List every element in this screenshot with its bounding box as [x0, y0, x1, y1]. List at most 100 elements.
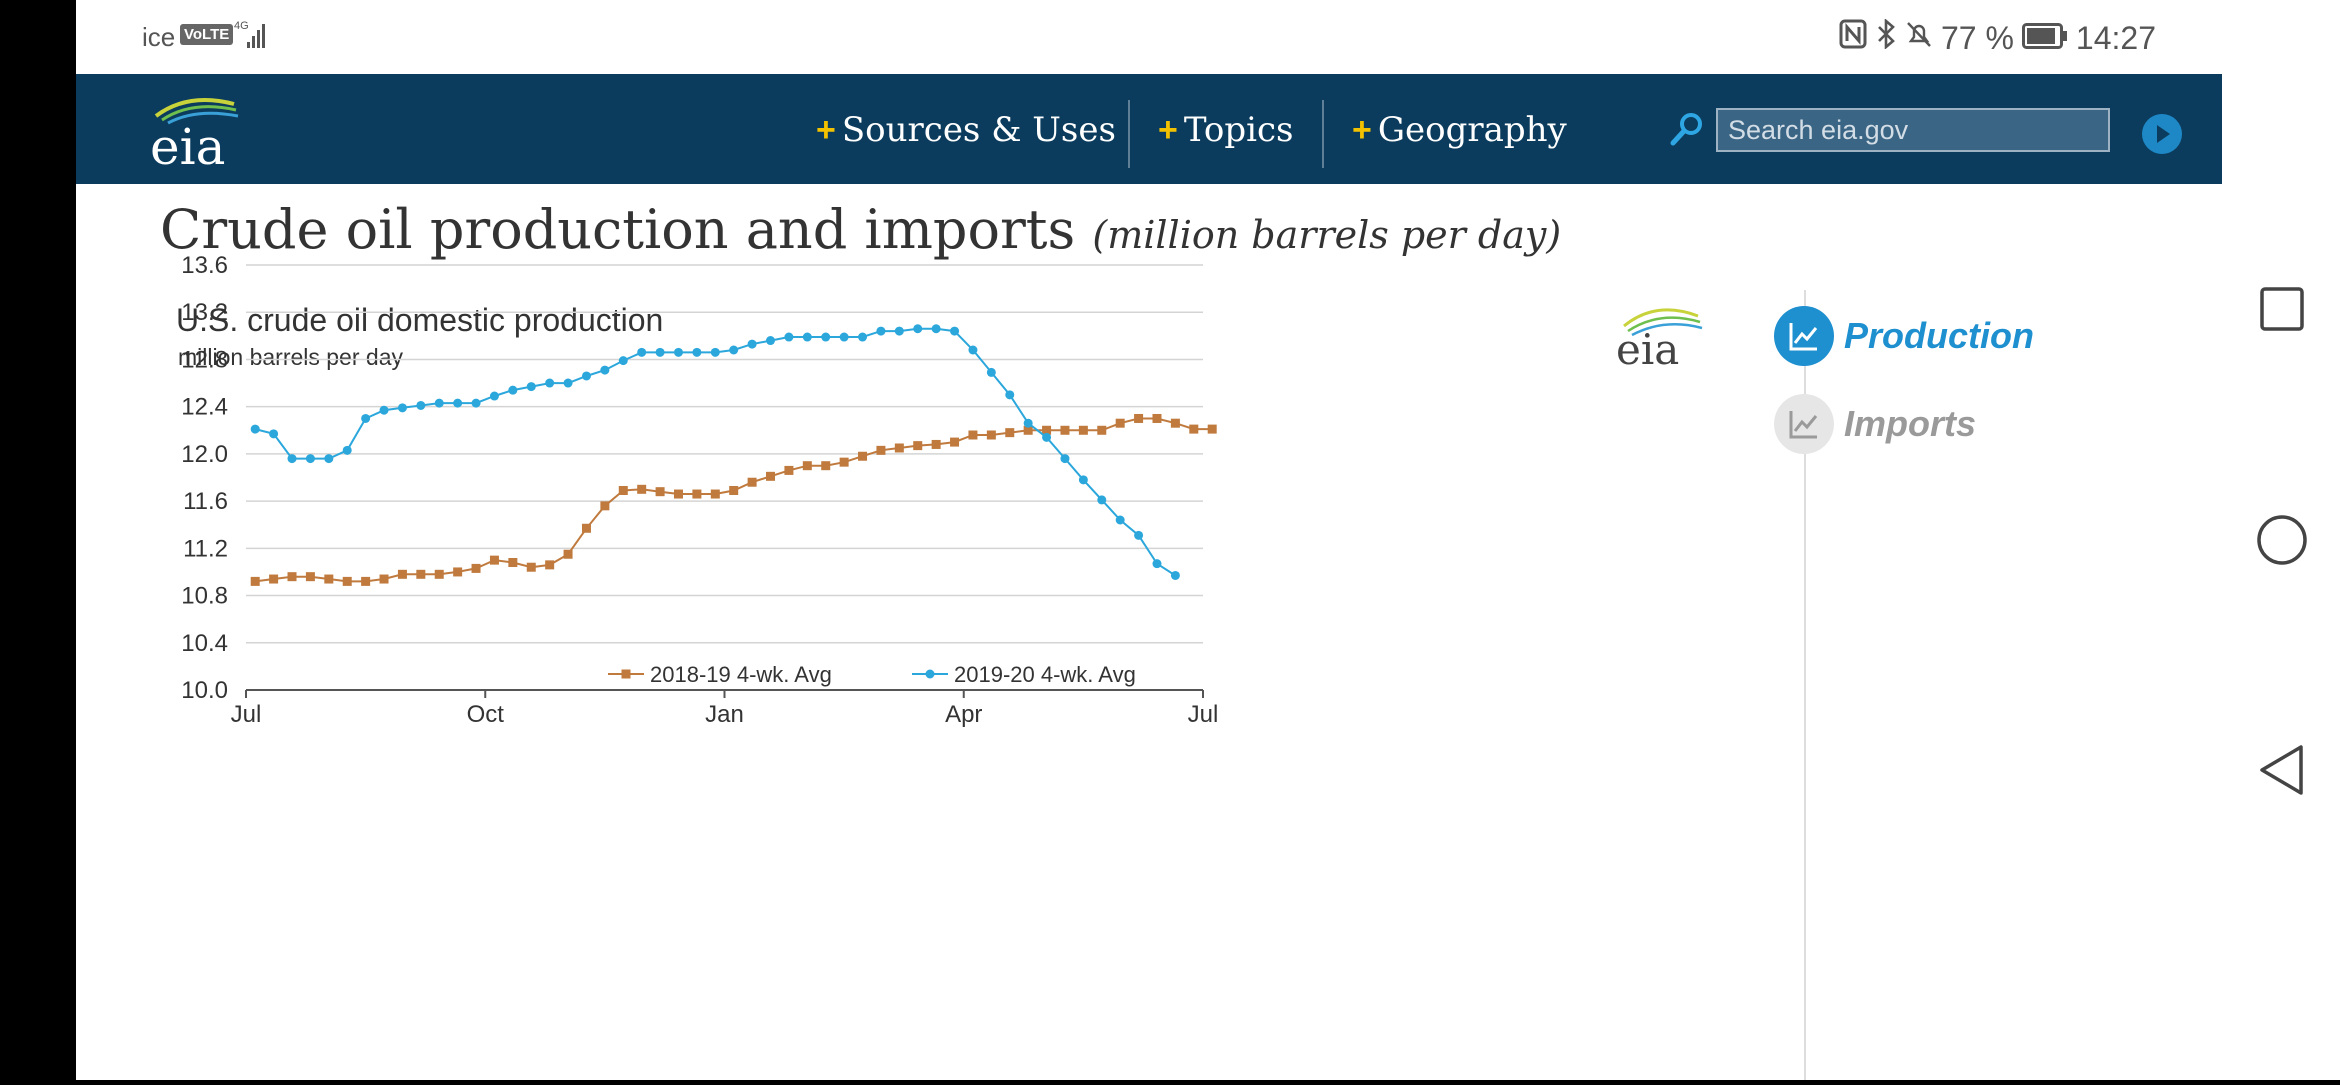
search-icon[interactable] — [1668, 110, 1706, 153]
signal-icon: 4G — [234, 18, 268, 57]
data-point-circle — [1042, 432, 1052, 442]
data-point-circle — [1097, 495, 1107, 505]
data-point-circle — [379, 405, 389, 415]
android-nav-bar — [2222, 0, 2340, 1080]
data-point-square — [655, 487, 665, 497]
legend-label: 2018-19 4-wk. Avg — [650, 662, 832, 687]
y-tick-label: 13.6 — [181, 252, 228, 279]
imports-toggle[interactable]: Imports — [1774, 394, 1976, 454]
y-tick-label: 11.2 — [183, 535, 228, 562]
back-button[interactable] — [2260, 745, 2303, 795]
y-tick-label: 10.0 — [181, 677, 228, 704]
data-point-circle — [950, 326, 960, 336]
data-point-square — [968, 430, 978, 440]
battery-icon — [2021, 20, 2068, 57]
data-point-square — [1005, 428, 1015, 438]
data-point-square — [1134, 413, 1144, 423]
data-point-circle — [986, 367, 996, 377]
data-point-circle — [471, 398, 481, 408]
nav-geography-label: Geography — [1377, 110, 1567, 150]
volte-badge: VoLTE — [180, 24, 234, 45]
data-point-circle — [1115, 515, 1125, 525]
data-point-square — [526, 562, 536, 572]
data-point-square — [1097, 425, 1107, 435]
search-input[interactable] — [1716, 108, 2110, 152]
data-point-circle — [876, 326, 886, 336]
data-point-square — [894, 443, 904, 453]
x-tick-label: Jul — [231, 701, 262, 728]
y-tick-label: 12.8 — [181, 346, 228, 373]
production-toggle-label: Production — [1844, 315, 2034, 356]
data-point-square — [839, 457, 849, 467]
data-point-square — [305, 572, 315, 582]
production-toggle[interactable]: Production — [1774, 306, 2034, 366]
chart-eia-logo-text: eia — [1616, 325, 1679, 374]
y-axis-ticks: 13.6 13.2 12.8 12.4 12.0 11.6 11.2 10.8 10.4 10.0 — [181, 252, 228, 704]
data-point-square — [416, 569, 426, 579]
data-point-circle — [931, 324, 941, 334]
x-tick-label: Oct — [467, 701, 505, 728]
y-tick-label: 12.0 — [181, 441, 228, 468]
data-point-square — [324, 574, 334, 584]
series-line — [255, 417, 1213, 583]
production-chart: U.S. crude oil domestic production milli… — [176, 252, 1703, 728]
y-tick-label: 12.4 — [181, 394, 228, 421]
data-point-circle — [913, 324, 923, 334]
data-point-square — [802, 461, 812, 471]
mute-bell-icon — [1905, 19, 1933, 57]
nav-geography[interactable]: + Geography — [1352, 110, 1567, 150]
data-point-square — [784, 465, 794, 475]
data-point-circle — [1170, 570, 1180, 580]
data-point-square — [821, 461, 831, 471]
page-title: Crude oil production and imports (millio… — [160, 198, 1561, 261]
status-bar: ice VoLTE 4G 77 % 1 — [76, 0, 2222, 74]
data-point-circle — [1060, 454, 1070, 464]
data-point-circle — [839, 332, 849, 342]
data-point-square — [692, 489, 702, 499]
data-point-circle — [269, 429, 279, 439]
data-point-circle — [250, 424, 260, 434]
data-point-square — [673, 489, 683, 499]
data-point-circle — [361, 413, 371, 423]
data-point-circle — [508, 385, 518, 395]
data-point-circle — [324, 454, 334, 464]
data-point-square — [508, 558, 518, 567]
page-title-unit: (million barrels per day) — [1092, 213, 1562, 257]
nav-sources-uses[interactable]: + Sources & Uses — [816, 110, 1116, 150]
data-point-circle — [1078, 475, 1088, 485]
data-point-square — [986, 430, 996, 440]
data-point-square — [563, 549, 573, 559]
x-tick-label: Apr — [945, 701, 982, 728]
site-header: eia + Sources & Uses + Topics + Geography — [76, 74, 2222, 184]
imports-toggle-label: Imports — [1844, 403, 1977, 444]
data-point-square — [876, 445, 886, 455]
nfc-icon — [1839, 19, 1867, 57]
data-point-circle — [287, 454, 297, 464]
clock: 14:27 — [2075, 19, 2156, 56]
search-submit-button[interactable] — [2142, 114, 2182, 154]
y-tick-label: 11.6 — [183, 488, 228, 515]
chart-legend: 2018-19 4-wk. Avg 2019-20 4-wk. Avg — [608, 662, 1136, 687]
recent-apps-button[interactable] — [2260, 287, 2304, 331]
x-tick-label: Jan — [705, 701, 744, 728]
chart-title: U.S. crude oil domestic production — [176, 302, 663, 338]
data-point-square — [342, 576, 352, 586]
carrier-label: ice — [142, 22, 176, 52]
data-point-square — [1207, 424, 1217, 434]
nav-topics[interactable]: + Topics — [1158, 110, 1294, 150]
plus-icon: + — [816, 111, 836, 149]
legend-item: 2018-19 4-wk. Avg — [608, 662, 832, 687]
data-point-circle — [526, 382, 536, 392]
network-type: 4G — [234, 20, 249, 32]
data-point-circle — [305, 454, 315, 464]
data-point-square — [1023, 425, 1033, 435]
y-tick-label: 10.4 — [181, 630, 228, 657]
eia-logo[interactable]: eia — [148, 90, 248, 176]
data-point-square — [397, 569, 407, 579]
data-point-circle — [766, 336, 776, 346]
y-tick-label: 13.2 — [181, 299, 228, 326]
home-button[interactable] — [2257, 515, 2307, 565]
plus-icon: + — [1158, 111, 1178, 149]
data-point-square — [453, 567, 463, 577]
data-point-square — [1060, 425, 1070, 435]
